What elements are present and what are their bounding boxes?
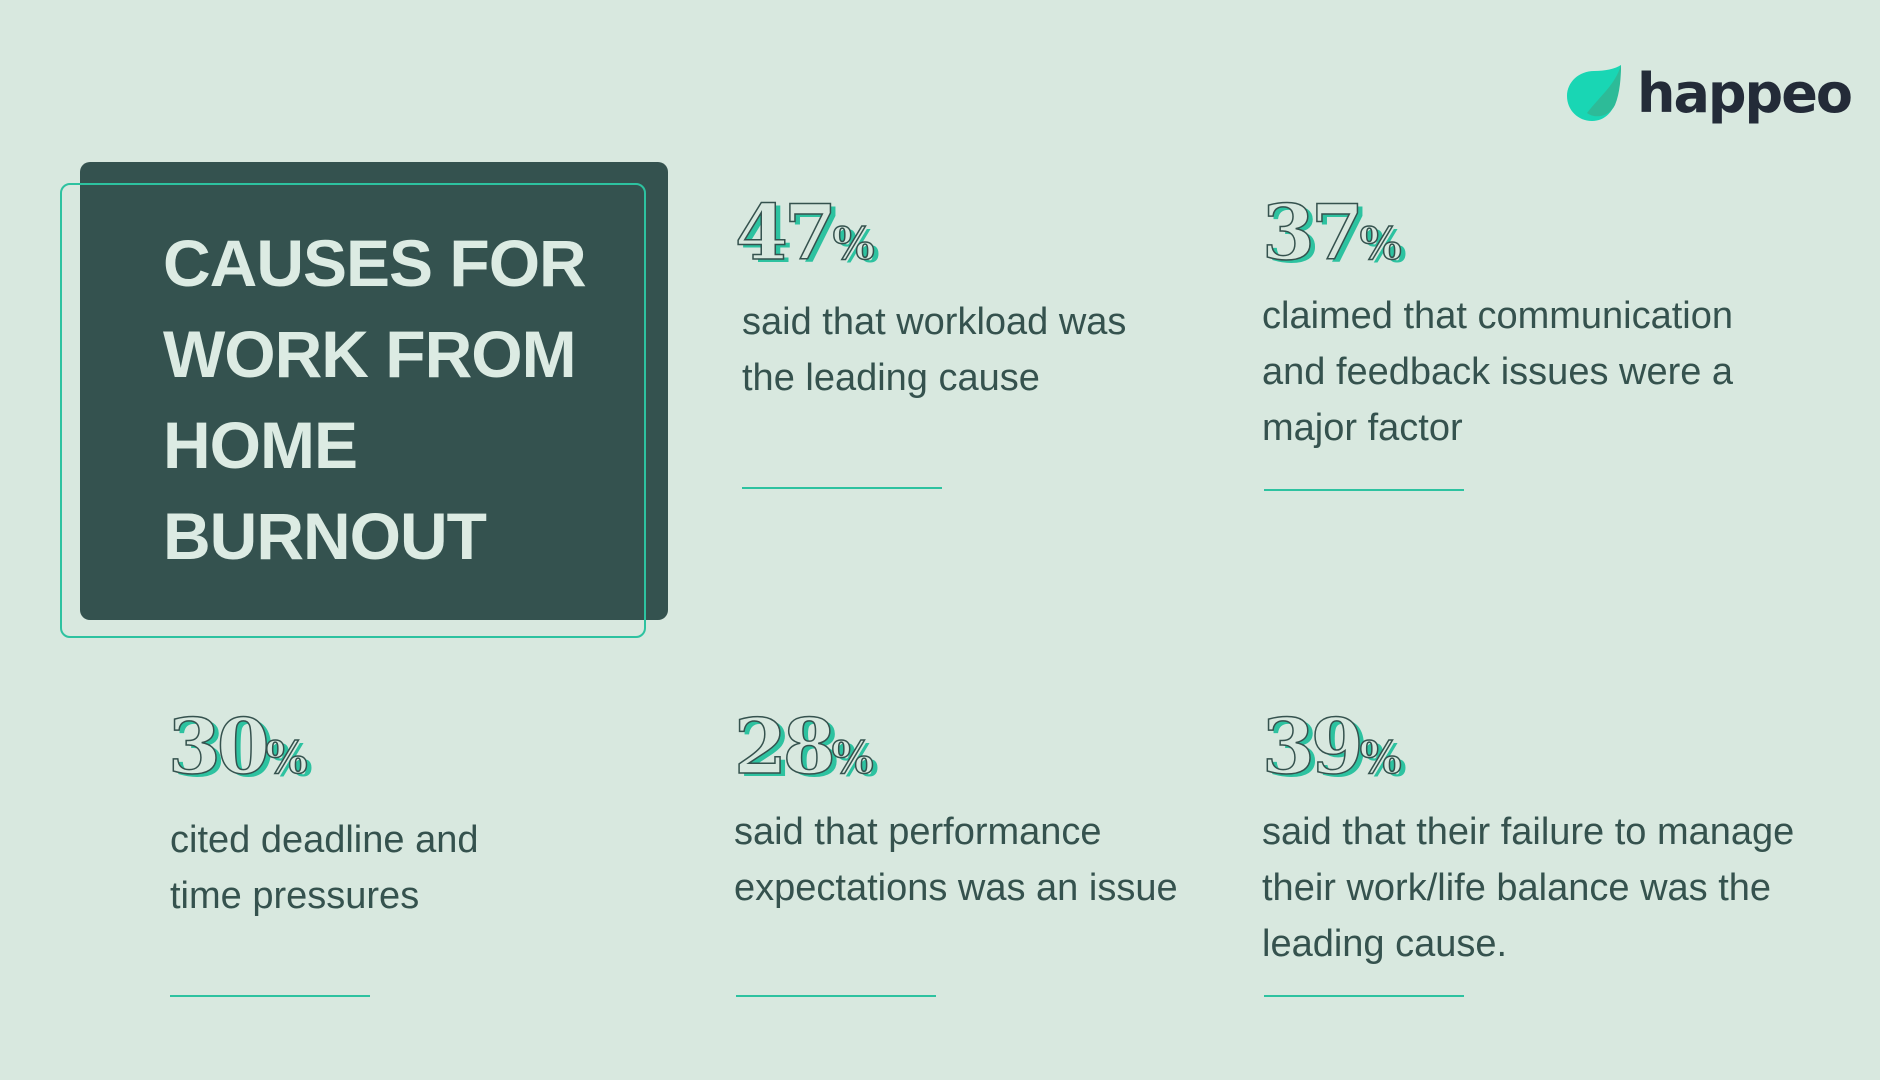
- divider: [170, 995, 370, 997]
- stat-value: 28%: [733, 701, 874, 792]
- stat-workload: 47% said that workload was the leading c…: [734, 187, 1185, 406]
- divider: [1264, 995, 1464, 997]
- stat-communication: 37% claimed that communication and feedb…: [1261, 187, 1782, 456]
- happeo-logo: happeo: [1565, 62, 1853, 125]
- divider: [736, 995, 936, 997]
- stat-description: said that their failure to manage their …: [1262, 811, 1795, 965]
- stat-value: 30%: [167, 701, 308, 792]
- stat-description: said that workload was the leading cause: [742, 301, 1127, 399]
- title-card-outline: [60, 183, 646, 638]
- brand-name: happeo: [1637, 62, 1853, 125]
- page-title: CAUSES FOR WORK FROM HOME BURNOUT: [163, 226, 587, 573]
- title-card: [80, 162, 668, 620]
- stat-description: cited deadline and time pressures: [170, 819, 479, 917]
- stat-description: said that performance expectations was a…: [734, 811, 1178, 909]
- stat-value: 39%: [1261, 701, 1402, 792]
- divider: [1264, 489, 1464, 491]
- stat-value: 47%: [734, 187, 875, 278]
- divider: [742, 487, 942, 489]
- leaf-icon: [1565, 64, 1623, 123]
- stat-value: 37%: [1261, 187, 1402, 278]
- stat-deadlines: 30% cited deadline and time pressures: [167, 701, 548, 924]
- stat-work-life-balance: 39% said that their failure to manage th…: [1261, 701, 1822, 972]
- stat-performance: 28% said that performance expectations w…: [733, 701, 1214, 916]
- stat-description: claimed that communication and feedback …: [1262, 295, 1734, 449]
